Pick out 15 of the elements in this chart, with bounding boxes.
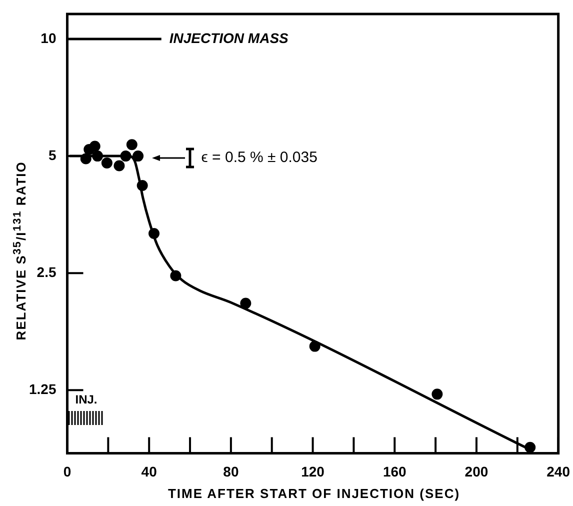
x-tick-label: 40 bbox=[141, 463, 158, 480]
y-tick-label: 2.5 bbox=[36, 264, 56, 280]
annotation: INJ. bbox=[75, 392, 98, 407]
x-tick-label: 80 bbox=[223, 463, 239, 480]
series-label: INJECTION MASS bbox=[169, 30, 290, 46]
x-tick-label: 120 bbox=[301, 463, 325, 480]
x-tick-label: 200 bbox=[464, 463, 488, 480]
y-tick-label: 10 bbox=[40, 30, 56, 46]
annotation: ϵ = 0.5 % ± 0.035 bbox=[201, 149, 318, 166]
x-tick-label: 240 bbox=[546, 463, 570, 480]
y-tick-label: 5 bbox=[48, 146, 56, 163]
x-axis-title: TIME AFTER START OF INJECTION (SEC) bbox=[166, 486, 462, 501]
y-tick-label: 1.25 bbox=[29, 380, 56, 397]
x-tick-label: 160 bbox=[382, 463, 407, 480]
x-tick-label: 0 bbox=[63, 463, 72, 480]
